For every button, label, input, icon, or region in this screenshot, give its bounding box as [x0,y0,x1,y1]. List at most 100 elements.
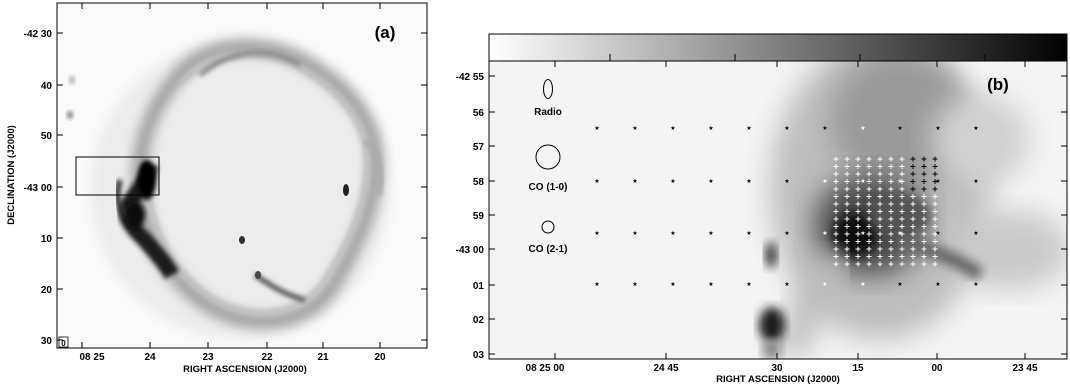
grid-cross-marker [899,201,905,207]
grid-cross-marker [921,164,927,169]
grid-cross-marker [899,254,905,259]
y-tick-label: 58 [473,177,485,188]
grid-cross-marker [932,261,938,267]
grid-cross-marker [866,254,872,259]
grid-cross-marker [844,156,850,162]
grid-cross-marker [844,231,850,237]
grid-star-marker: ★ [935,125,940,132]
grid-cross-marker [888,201,894,207]
grid-cross-marker [932,231,938,237]
x-tick-label: 00 [931,363,943,374]
grid-cross-marker [932,254,938,259]
grid-cross-marker [888,156,894,162]
grid-cross-marker [899,224,905,229]
grid-cross-marker [899,209,905,214]
grid-cross-marker [866,246,872,252]
grid-cross-marker [932,179,938,184]
grid-cross-marker [877,239,883,244]
panel-a-corner-mark: 0 [61,339,66,348]
grid-star-marker: ★ [784,178,789,185]
grid-star-marker: ★ [594,230,599,237]
x-tick-label: 20 [374,352,386,363]
grid-star-marker: ★ [632,281,637,288]
grid-cross-marker [833,179,839,184]
grid-cross-marker [855,261,861,267]
radio-beam [543,79,553,99]
x-tick-label: 24 45 [653,363,678,374]
grid-cross-marker [833,239,839,244]
panel-b: ★ ★ ★ ★ ★ ★ ★ ★ ★ ★ ★ ★ ★ ★ ★ ★ ★ ★ ★ ★ ★ ★ ★ ★ ★ ★ ★ ★ ★ ★ ★ ★ ★ ★ ★ ★ ★ ★ ★ ★… [456,33,1068,385]
panel-a-y-ticks [57,32,427,341]
grid-cross-marker [833,246,839,252]
grid-star-marker: ★ [594,178,599,185]
grid-cross-marker [866,209,872,214]
grid-cross-marker [910,254,916,259]
grid-cross-marker [888,186,894,192]
x-tick-label: 23 [202,352,214,363]
panel-b-beams: Radio CO (1-0) CO (2-1) [529,79,568,255]
grid-star-marker: ★ [973,230,978,237]
grid-cross-marker [866,171,872,177]
grid-cross-marker [910,261,916,267]
grid-cross-marker [833,201,839,207]
grid-star-marker: ★ [708,281,713,288]
grid-cross-marker [899,194,905,199]
y-tick-label: -43 00 [456,245,485,256]
grid-cross-marker [888,164,894,169]
grid-star-marker: ★ [860,281,865,288]
panel-a-region-box [75,156,160,196]
grid-cross-marker [866,186,872,192]
grid-cross-marker [844,201,850,207]
grid-cross-marker [855,201,861,207]
grid-cross-marker [910,164,916,169]
grid-cross-marker [932,186,938,192]
grid-cross-marker [877,186,883,192]
grid-star-marker: ★ [822,125,827,132]
grid-cross-marker [888,261,894,267]
grid-star-marker: ★ [670,178,675,185]
beam-label-co10: CO (1-0) [529,182,568,193]
grid-star-marker: ★ [784,281,789,288]
grid-cross-marker [888,179,894,184]
grid-cross-marker [921,261,927,267]
grid-star-marker: ★ [632,125,637,132]
panel-a-x-ticks [81,3,381,348]
grid-cross-marker [910,171,916,177]
grid-cross-marker [855,224,861,229]
grid-cross-marker [888,254,894,259]
grid-cross-marker [844,246,850,252]
grid-cross-marker [910,246,916,252]
grid-star-marker: ★ [973,125,978,132]
panel-b-label: (b) [987,75,1009,94]
grid-cross-marker [866,216,872,222]
grid-cross-marker [877,224,883,229]
grid-cross-marker [855,179,861,184]
grid-star-marker: ★ [594,281,599,288]
grid-cross-marker [833,209,839,214]
grid-cross-marker [855,171,861,177]
grid-star-marker: ★ [973,281,978,288]
grid-cross-marker [888,224,894,229]
grid-cross-marker [921,231,927,237]
grid-star-marker: ★ [784,230,789,237]
grid-cross-marker [888,231,894,237]
y-tick-label: 10 [41,234,53,245]
panel-b-x-ticks [554,61,1026,359]
grid-cross-marker [844,261,850,267]
grid-star-marker: ★ [822,281,827,288]
grid-cross-marker [910,186,916,192]
grid-cross-marker [932,246,938,252]
grid-cross-marker [844,216,850,222]
panel-a-frame [56,2,428,349]
panel-a-image [67,40,390,340]
grid-cross-marker [833,254,839,259]
grid-cross-marker [877,164,883,169]
grid-star-marker: ★ [670,125,675,132]
grid-cross-marker [866,224,872,229]
y-tick-label: 59 [473,211,485,222]
grid-cross-marker [866,179,872,184]
grid-cross-marker [844,171,850,177]
grid-cross-marker [932,156,938,162]
grid-cross-marker [921,216,927,222]
x-tick-label: 08 25 00 [526,363,565,374]
